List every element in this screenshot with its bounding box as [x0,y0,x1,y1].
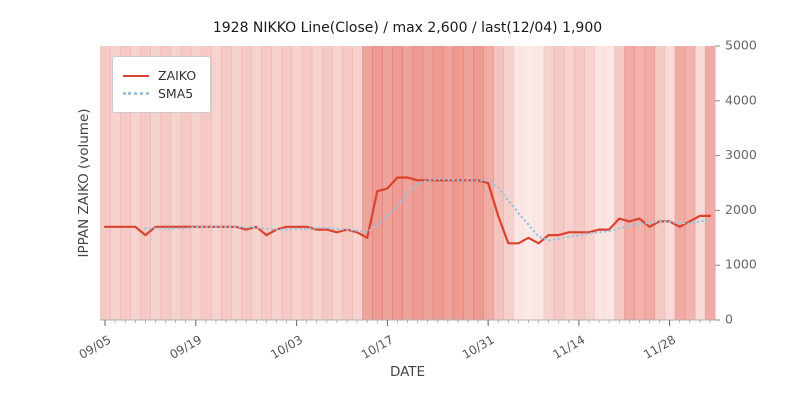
background-band [382,46,393,320]
background-band [352,46,363,320]
x-tick-label: 11/14 [550,332,587,361]
background-band [170,46,182,320]
background-band [462,46,474,320]
background-band [130,46,141,320]
y-tick-label: 2000 [725,202,757,217]
background-band [200,46,212,320]
background-band [493,46,504,320]
background-band [150,46,162,320]
background-band [704,46,716,320]
background-band [311,46,323,320]
background-band [190,46,202,320]
background-band [341,46,353,320]
background-band [271,46,283,320]
background-band [251,46,262,320]
background-band [241,46,252,320]
background-band [281,46,293,320]
background-band [321,46,333,320]
background-band [160,46,172,320]
background-band [614,46,625,320]
chart-title: 1928 NIKKO Line(Close) / max 2,600 / las… [212,20,603,36]
y-tick-label: 0 [725,312,733,327]
legend: ZAIKO SMA5 [112,56,212,113]
background-band [654,46,666,320]
background-band [372,46,383,320]
background-band [624,46,635,320]
sma5-line-sample [123,92,149,95]
zaiko-line-sample [123,74,149,77]
background-band [513,46,525,320]
x-tick-label: 09/05 [77,332,114,361]
background-band [331,46,343,320]
background-band [452,46,464,320]
background-band [553,46,565,320]
background-band [503,46,514,320]
y-axis-label: IPPAN ZAIKO (volume) [76,108,92,258]
y-tick-label: 1000 [725,257,757,272]
background-band [301,46,313,320]
x-axis-label: DATE [389,364,426,380]
y-tick-label: 3000 [725,147,757,162]
background-band [694,46,706,320]
legend-item-zaiko: ZAIKO [123,68,196,83]
background-band [180,46,192,320]
legend-item-sma5: SMA5 [123,86,196,101]
background-band [362,46,373,320]
background-band [442,46,454,320]
background-band [634,46,646,320]
background-band [533,46,545,320]
y-tick-label: 5000 [725,38,757,53]
x-tick-label: 10/03 [268,332,305,361]
background-band [563,46,575,320]
background-band [220,46,232,320]
background-band [543,46,555,320]
background-band [120,46,131,320]
y-tick-label: 4000 [725,92,757,107]
background-band [231,46,242,320]
background-band [594,46,605,320]
background-band [473,46,484,320]
background-band [392,46,404,320]
legend-label-zaiko: ZAIKO [158,68,197,83]
background-band [644,46,656,320]
background-band [573,46,585,320]
background-band [210,46,222,320]
legend-label-sma5: SMA5 [158,86,194,101]
background-band [523,46,535,320]
background-band [402,46,414,320]
sma5-line [144,178,712,242]
background-band [140,46,152,320]
x-tick-label: 11/28 [641,332,678,361]
background-band [674,46,686,320]
background-band [664,46,676,320]
x-tick-label: 09/19 [167,332,204,361]
x-tick-label: 10/17 [359,332,396,361]
background-band [100,46,111,320]
background-band [422,46,434,320]
background-band [604,46,615,320]
x-tick-label: 10/31 [460,332,497,361]
background-band [432,46,444,320]
background-band [583,46,595,320]
background-band [291,46,303,320]
background-band [684,46,696,320]
background-band [261,46,272,320]
background-band [412,46,424,320]
background-band [110,46,121,320]
